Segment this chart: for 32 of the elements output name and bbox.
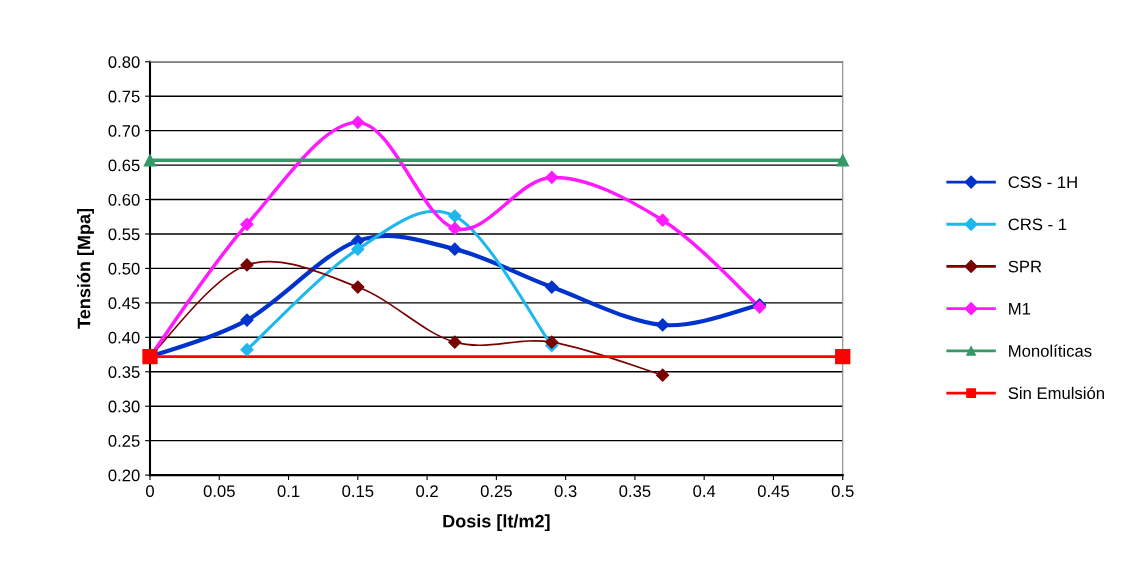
y-tick-label: 0.55 (108, 228, 140, 241)
x-tick-label: 0.3 (554, 485, 577, 498)
y-tick-label: 0.40 (108, 331, 140, 344)
y-tick-label: 0.35 (108, 366, 140, 378)
y-tick-label: 0.30 (108, 400, 140, 413)
legend-label: M1 (1009, 303, 1031, 315)
x-tick-label: 0.4 (693, 485, 716, 498)
x-tick-label: 0 (146, 485, 154, 498)
legend-label: CRS - 1 (1008, 218, 1067, 231)
y-tick-label: 0.25 (108, 435, 140, 447)
y-axis-title: Tensión [Mpa] (76, 208, 94, 329)
y-tick-label: 0.50 (108, 262, 140, 275)
x-tick-label: 0.1 (277, 485, 300, 498)
y-tick-label: 0.70 (108, 125, 140, 137)
y-tick-label: 0.65 (108, 159, 140, 172)
x-tick-label: 0.35 (619, 485, 651, 498)
y-tick-label: 0.20 (108, 469, 140, 482)
legend-label: Monolíticas (1009, 344, 1092, 357)
x-tick-label: 0.05 (203, 485, 235, 498)
legend-label: Sin Emulsión (1008, 386, 1104, 400)
x-tick-label: 0.45 (757, 485, 789, 498)
y-tick-label: 0.80 (108, 56, 140, 68)
legend-label: CSS - 1H (1008, 176, 1077, 189)
x-axis-title: Dosis [lt/m2] (443, 514, 550, 532)
x-tick-label: 0.25 (480, 485, 512, 498)
y-tick-label: 0.75 (108, 90, 140, 103)
legend-label: SPR (1008, 260, 1042, 273)
x-tick-label: 0.5 (831, 485, 854, 498)
y-tick-label: 0.45 (108, 297, 140, 310)
y-tick-label: 0.60 (108, 193, 140, 206)
x-tick-label: 0.2 (416, 485, 438, 498)
x-tick-label: 0.15 (342, 485, 374, 498)
